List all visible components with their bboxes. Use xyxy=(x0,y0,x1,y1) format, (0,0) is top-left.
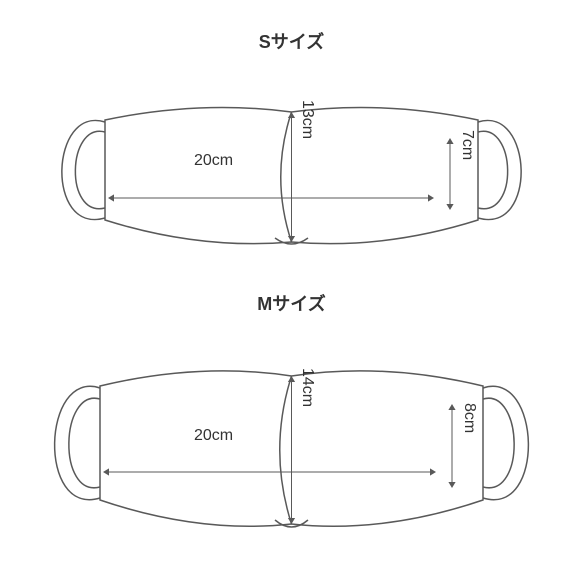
height-label: 14cm xyxy=(298,368,316,407)
size-title: Mサイズ xyxy=(0,290,583,316)
height-label: 13cm xyxy=(298,100,316,139)
ear-label: 8cm xyxy=(460,403,478,433)
width-label: 20cm xyxy=(194,427,233,445)
width-label: 20cm xyxy=(194,152,233,170)
ear-label: 7cm xyxy=(458,130,476,160)
diagram-canvas: Sサイズ20cm13cm7cmMサイズ20cm14cm8cm xyxy=(0,0,583,583)
mask-diagram xyxy=(0,314,583,544)
mask-diagram xyxy=(0,50,583,260)
